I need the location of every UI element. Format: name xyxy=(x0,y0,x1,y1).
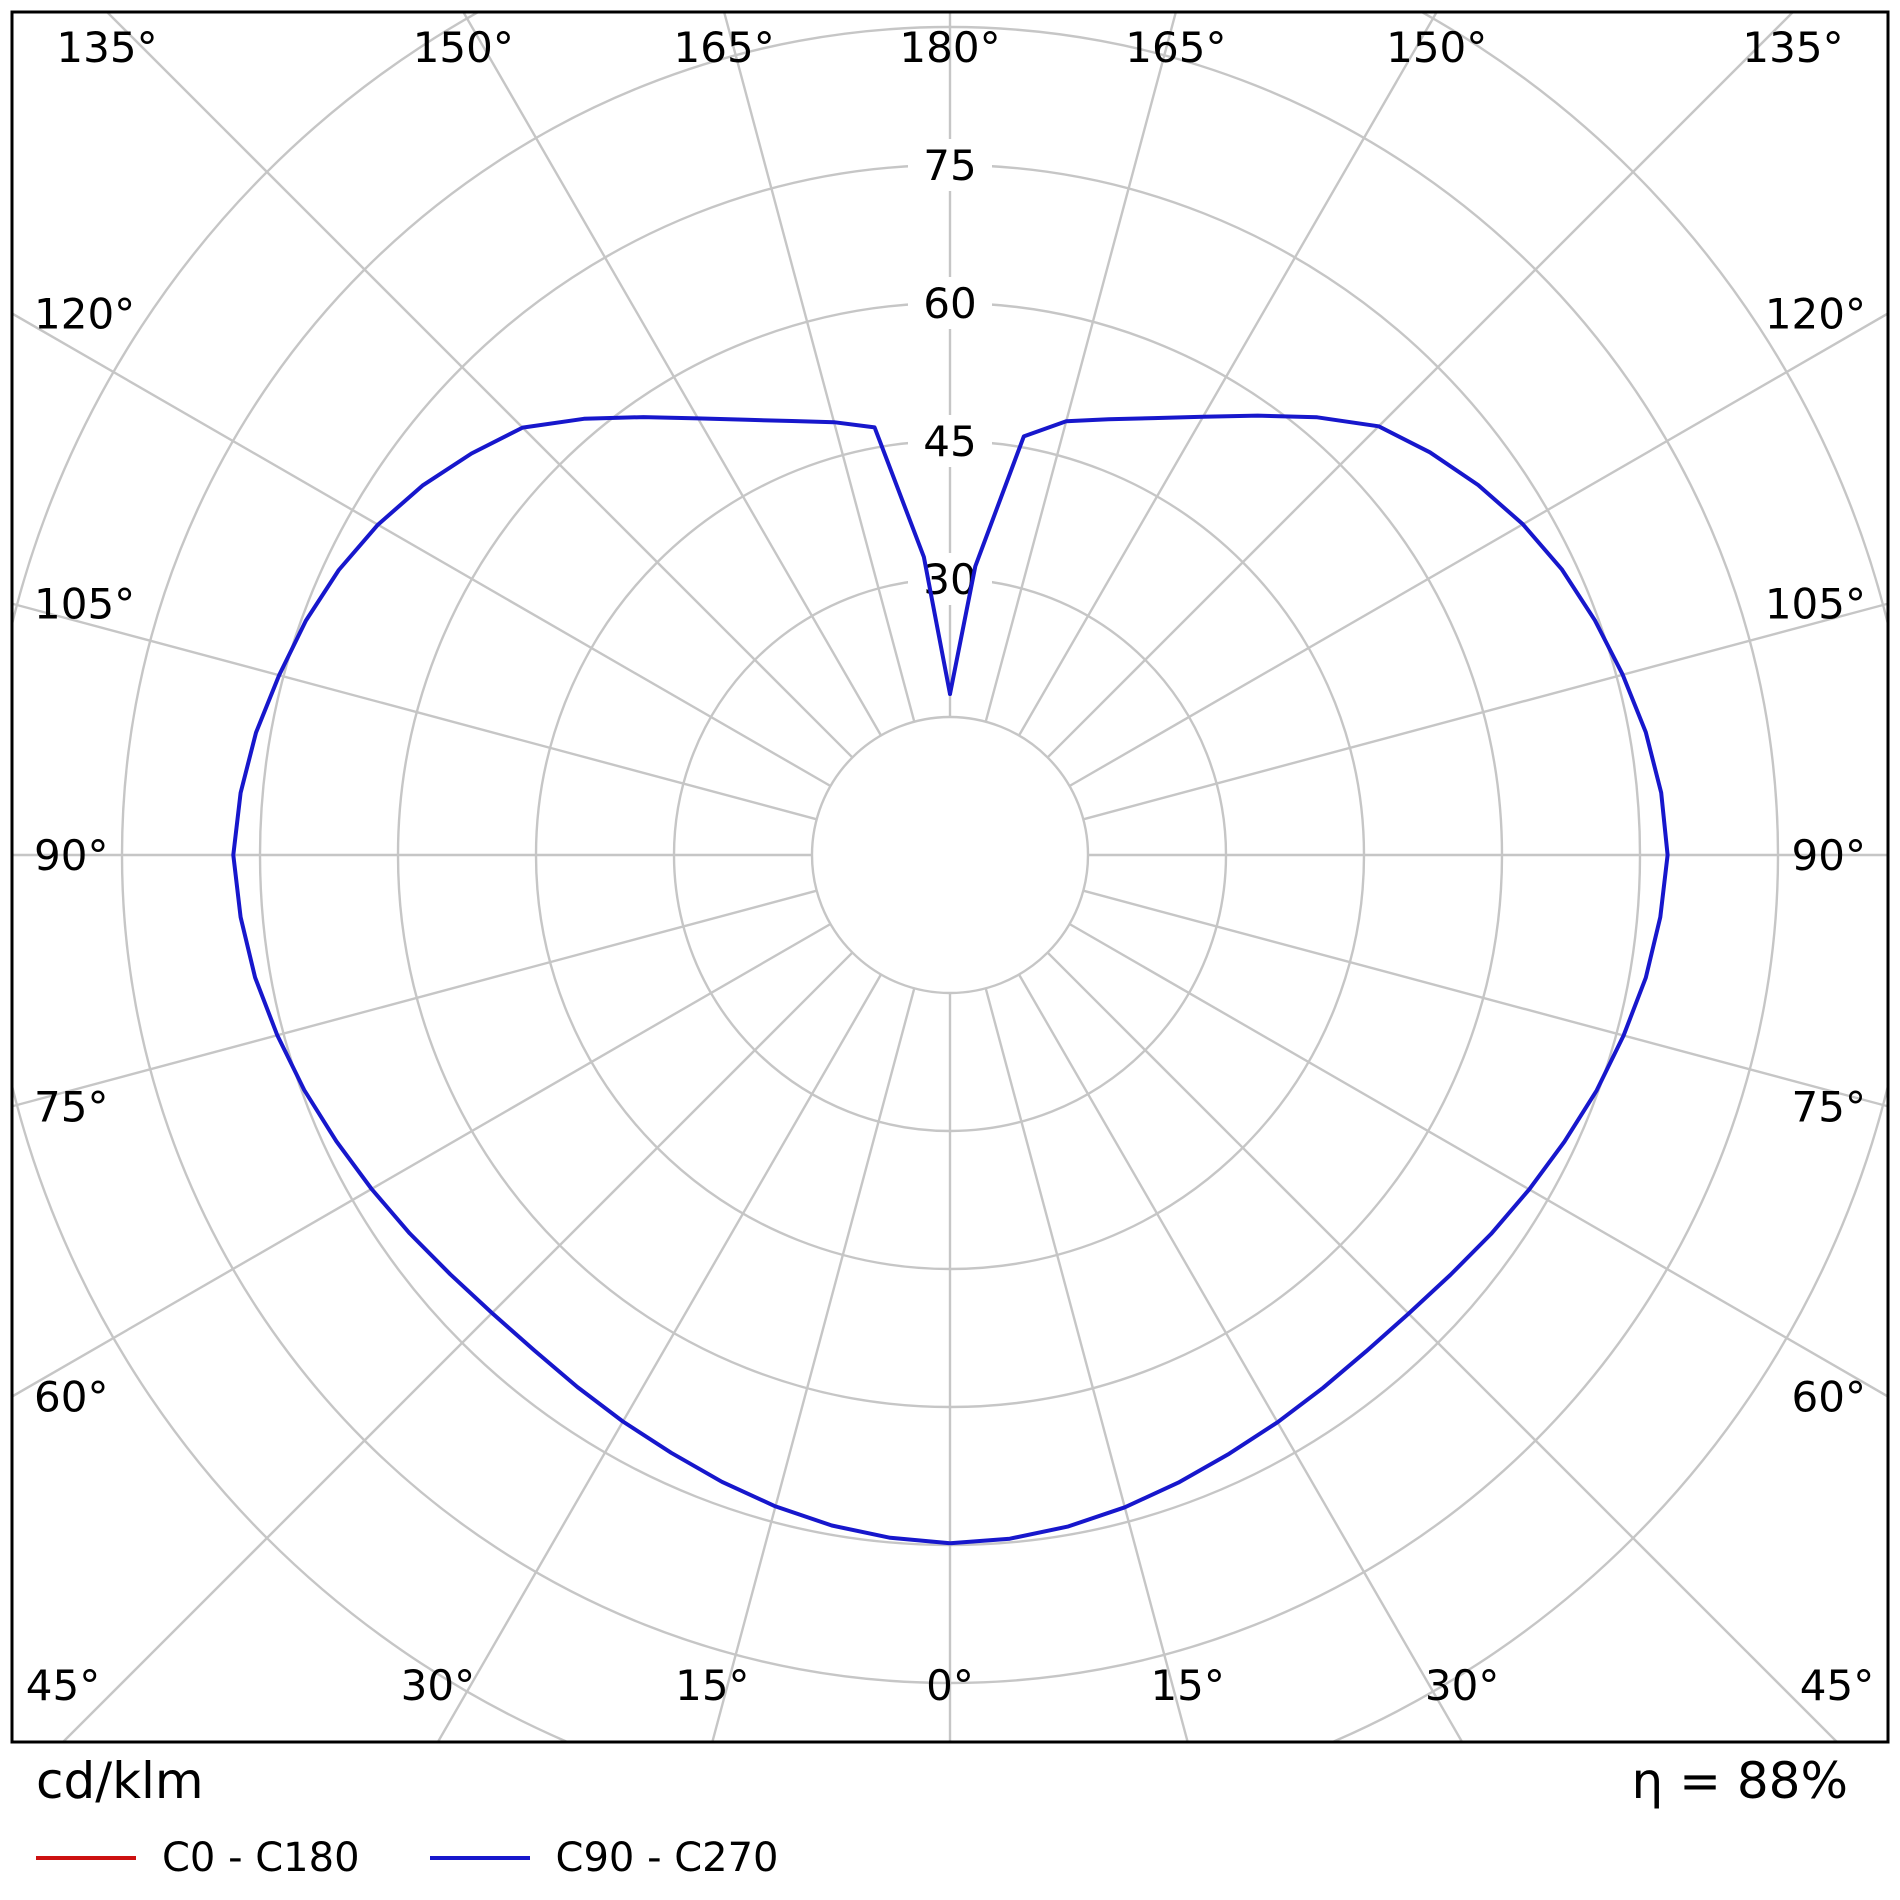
grid-spoke xyxy=(462,13,883,737)
angle-label: 45° xyxy=(1800,1661,1874,1710)
angle-label: 0° xyxy=(926,1661,974,1710)
angle-label: 135° xyxy=(1742,23,1843,72)
angle-label: 135° xyxy=(56,23,157,72)
legend-item: C0 - C180 xyxy=(36,1838,360,1878)
legend-label: C90 - C270 xyxy=(555,1835,779,1881)
angle-label: 15° xyxy=(1150,1661,1224,1710)
angle-label: 105° xyxy=(34,580,135,629)
angle-label: 150° xyxy=(1386,23,1487,72)
angle-label: 120° xyxy=(1765,289,1866,338)
grid-spoke xyxy=(984,987,1189,1741)
efficiency-label: η = 88% xyxy=(1631,1752,1848,1810)
legend-item: C90 - C270 xyxy=(429,1835,779,1881)
grid-spoke xyxy=(711,987,916,1741)
angle-label: 30° xyxy=(1425,1661,1499,1710)
curve-C90-C270 xyxy=(231,413,1670,1546)
ring-value-label: 45 xyxy=(923,417,976,466)
grid-spoke xyxy=(1082,602,1887,821)
grid-spoke xyxy=(13,889,818,1108)
grid-spoke xyxy=(1068,922,1887,1398)
legend-line-swatch xyxy=(36,1856,136,1860)
grid-spoke xyxy=(13,922,832,1398)
grid-spoke xyxy=(1017,973,1463,1741)
grid-spoke xyxy=(1017,13,1438,737)
units-label: cd/klm xyxy=(36,1752,204,1810)
plot-border xyxy=(10,10,1890,1744)
ring-value-label: 75 xyxy=(923,141,976,190)
grid-spoke xyxy=(984,13,1177,723)
angle-label: 75° xyxy=(1792,1082,1866,1131)
angle-label: 75° xyxy=(34,1082,108,1131)
ring-label-mask xyxy=(908,139,992,191)
angle-label: 150° xyxy=(413,23,514,72)
legend: C0 - C180 C90 - C270 xyxy=(36,1838,779,1878)
grid-spoke xyxy=(62,951,854,1741)
grid-spoke xyxy=(437,973,883,1741)
legend-label: C0 - C180 xyxy=(162,1835,360,1881)
grid-spoke xyxy=(13,602,818,821)
angle-label: 90° xyxy=(1792,831,1866,880)
angle-label: 60° xyxy=(1792,1373,1866,1422)
angle-label: 180° xyxy=(899,23,1000,72)
grid-spoke xyxy=(13,312,832,788)
legend-line-swatch xyxy=(429,1856,530,1860)
grid-spoke xyxy=(1046,951,1838,1741)
ring-label-mask xyxy=(908,415,992,467)
grid-spoke xyxy=(723,13,916,723)
grid-spoke xyxy=(1046,13,1794,759)
angle-label: 15° xyxy=(675,1661,749,1710)
angle-label: 90° xyxy=(34,831,108,880)
angle-label: 60° xyxy=(34,1373,108,1422)
ring-value-label: 60 xyxy=(923,279,976,328)
angle-label: 120° xyxy=(34,289,135,338)
grid-spoke xyxy=(106,13,854,759)
ring-label-mask xyxy=(908,277,992,329)
angle-label: 45° xyxy=(26,1661,100,1710)
angle-label: 105° xyxy=(1765,580,1866,629)
angle-label: 165° xyxy=(1125,23,1226,72)
angle-label: 30° xyxy=(401,1661,475,1710)
grid-spoke xyxy=(1068,312,1887,788)
angle-label: 165° xyxy=(674,23,775,72)
grid-spoke xyxy=(1082,889,1887,1108)
